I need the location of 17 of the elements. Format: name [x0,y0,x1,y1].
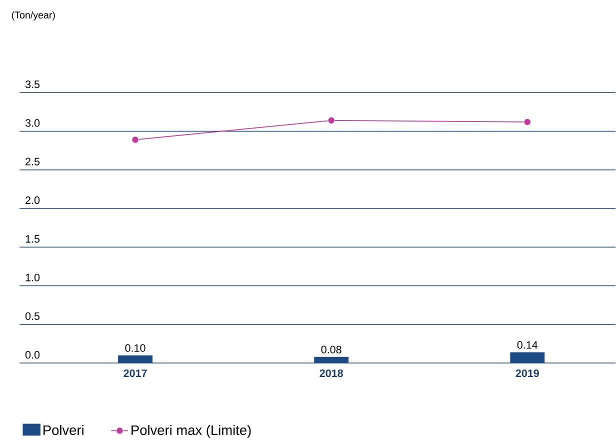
y-tick-label: 0.5 [25,312,40,320]
y-tick-label: 3.0 [25,119,40,127]
x-tick-label: 2018 [320,369,343,377]
data-label: 0.08 [321,346,342,354]
data-label: 0.10 [125,344,146,352]
y-tick-label: 1.5 [26,235,40,243]
y-tick-label: 0.0 [25,350,40,358]
legend-label: Polveri [44,424,84,435]
x-tick-label: 2019 [516,369,539,377]
y-tick-label: 2.5 [26,158,40,166]
y-tick-label: 2.0 [26,196,40,204]
legend-label: Polveri max (Limite) [132,424,251,438]
data-label: 0.14 [517,341,538,349]
y-tick-label: 1.0 [26,274,40,282]
text: (Ton/year) [12,11,55,20]
x-tick-label: 2017 [124,369,147,377]
y-tick-label: 3.5 [25,80,40,88]
